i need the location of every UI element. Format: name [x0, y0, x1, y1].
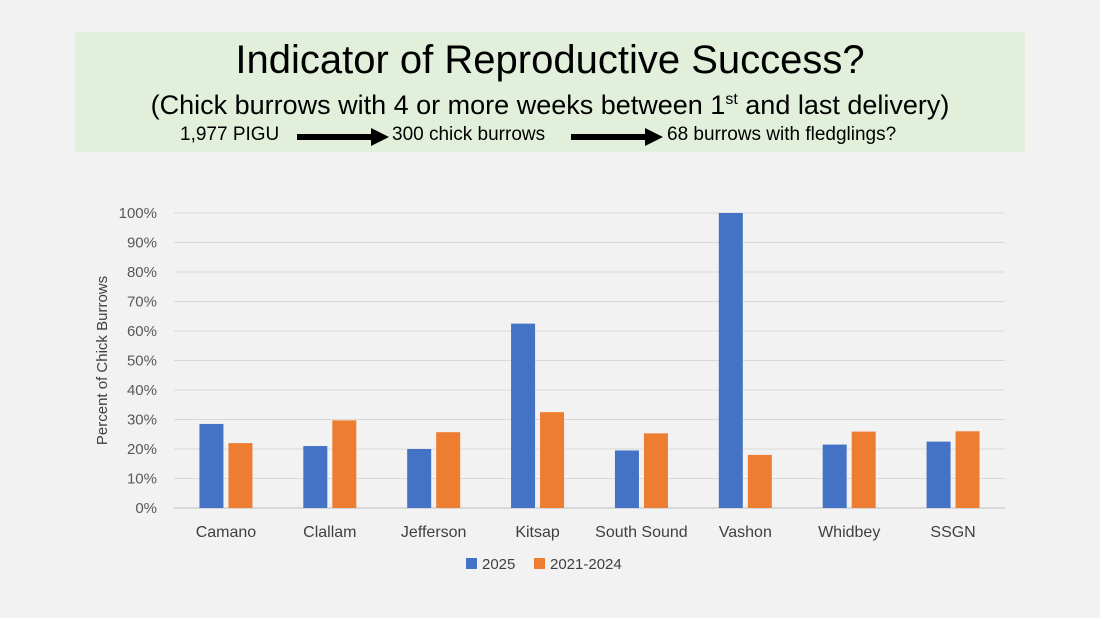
- legend-label: 2025: [482, 556, 515, 573]
- bar-series1: [822, 444, 847, 508]
- bar-series2: [228, 443, 253, 508]
- bar-series2: [747, 454, 772, 508]
- legend-label: 2021-2024: [550, 556, 622, 573]
- bar-series1: [407, 449, 432, 508]
- title-banner: Indicator of Reproductive Success? (Chic…: [75, 32, 1025, 152]
- chart-title: Indicator of Reproductive Success?: [235, 38, 865, 82]
- bar-series1: [511, 323, 536, 508]
- flow-step-3: 68 burrows with fledglings?: [667, 124, 897, 145]
- flow-step-2: 300 chick burrows: [392, 124, 546, 145]
- legend-swatch: [534, 558, 545, 569]
- x-category-label: Clallam: [303, 524, 356, 541]
- y-tick-label: 80%: [127, 264, 157, 281]
- y-tick-label: 70%: [127, 294, 157, 311]
- x-category-label: Jefferson: [401, 524, 467, 541]
- bar-series1: [718, 213, 743, 508]
- flow-arrow-2-icon: [571, 128, 663, 146]
- y-tick-label: 100%: [119, 205, 157, 222]
- y-tick-label: 60%: [127, 323, 157, 340]
- bar-series1: [199, 423, 224, 508]
- x-category-label: SSGN: [930, 524, 975, 541]
- y-tick-label: 30%: [127, 412, 157, 429]
- y-tick-label: 0%: [135, 500, 157, 517]
- legend-swatch: [466, 558, 477, 569]
- y-tick-label: 50%: [127, 353, 157, 370]
- bar-series1: [303, 446, 328, 508]
- bar-series2: [851, 431, 876, 508]
- bar-series1: [926, 441, 951, 508]
- x-category-label: Camano: [196, 524, 257, 541]
- bar-series2: [436, 432, 461, 508]
- subtitle-main: (Chick burrows with 4 or more weeks betw…: [150, 90, 726, 120]
- chart-subtitle: (Chick burrows with 4 or more weeks betw…: [75, 90, 1025, 121]
- bar-series1: [614, 450, 639, 508]
- bar-series2: [643, 433, 668, 508]
- y-tick-label: 10%: [127, 471, 157, 488]
- subtitle-superscript: st: [725, 91, 738, 108]
- subtitle-end: and last delivery): [737, 90, 950, 120]
- bar-series2: [955, 431, 980, 508]
- x-category-label: Vashon: [719, 524, 772, 541]
- y-tick-label: 40%: [127, 382, 157, 399]
- bar-series2: [540, 412, 565, 508]
- y-axis-title: Percent of Chick Burrows: [94, 276, 111, 445]
- x-category-label: Kitsap: [515, 524, 560, 541]
- x-category-label: Whidbey: [818, 524, 880, 541]
- bar-series2: [332, 420, 357, 508]
- flow-step-1: 1,977 PIGU: [180, 124, 280, 145]
- flow-row: 1,977 PIGU 300 chick burrows 68 burrows …: [75, 124, 1025, 150]
- x-category-label: South Sound: [595, 524, 688, 541]
- flow-arrow-1-icon: [297, 128, 389, 146]
- y-tick-label: 90%: [127, 235, 157, 252]
- y-tick-label: 20%: [127, 441, 157, 458]
